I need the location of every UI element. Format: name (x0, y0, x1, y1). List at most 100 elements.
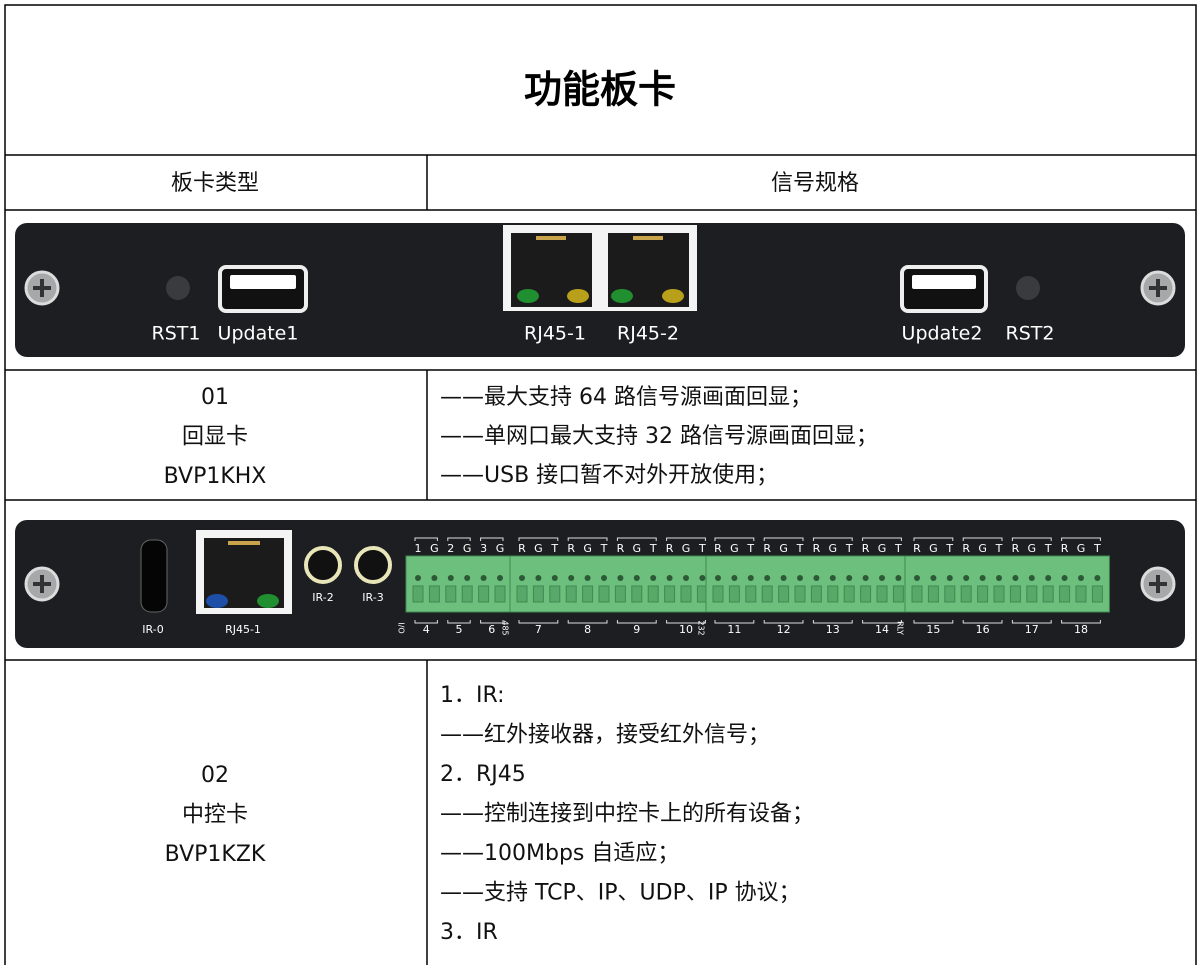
spec-line: ——100Mbps 自适应； (440, 841, 679, 866)
port-bracket (666, 537, 706, 541)
terminal-pin (1094, 575, 1101, 581)
terminal-slot (1009, 585, 1021, 603)
pin-label: T (796, 542, 804, 555)
terminal-pin (895, 575, 902, 581)
terminal-pin (829, 575, 836, 581)
pin-label: T (945, 542, 953, 555)
terminal-slot (565, 585, 577, 603)
terminal-slot (810, 585, 822, 603)
port-bracket (862, 620, 902, 624)
port-bracket (480, 620, 504, 624)
board-name-line: BVP1KZK (165, 842, 266, 867)
ir-jack (354, 546, 392, 584)
terminal-block (509, 555, 715, 613)
terminal-pin (617, 575, 624, 581)
usb-port (218, 265, 308, 313)
port-label: 12 (777, 623, 791, 636)
pin-label: R (714, 542, 722, 555)
terminal-slot (664, 585, 676, 603)
pin-label: R (813, 542, 821, 555)
port-label: 8 (584, 623, 591, 636)
pin-label: 2 (447, 542, 454, 555)
terminal-slot (977, 585, 989, 603)
port-bracket (1061, 620, 1101, 624)
port-label: 16 (976, 623, 990, 636)
port-bracket (763, 620, 804, 624)
panel-label: RJ45-1 (225, 623, 261, 636)
terminal-pin (568, 575, 575, 581)
title: 功能板卡 (524, 68, 676, 112)
port-bracket (1011, 620, 1052, 624)
terminal-slot (478, 585, 490, 603)
terminal-slot (778, 585, 790, 603)
terminal-pin (1045, 575, 1052, 581)
pin-label: G (430, 542, 439, 555)
terminal-slot (598, 585, 610, 603)
terminal-pin (480, 575, 487, 581)
port-bracket (616, 537, 657, 541)
terminal-block (405, 555, 513, 613)
terminal-slot (631, 585, 643, 603)
terminal-slot (614, 585, 626, 603)
pin-label: R (763, 542, 771, 555)
block-side-label: I/O (397, 622, 406, 633)
terminal-slot (843, 585, 855, 603)
terminal-pin (846, 575, 853, 581)
port-label: 14 (875, 623, 889, 636)
pin-label: R (913, 542, 921, 555)
port-bracket (1061, 537, 1101, 541)
pin-label: T (894, 542, 902, 555)
port-label: 4 (423, 623, 430, 636)
pin-label: G (1028, 542, 1037, 555)
terminal-pin (633, 575, 640, 581)
terminal-slot (1059, 585, 1071, 603)
pin-label: R (666, 542, 674, 555)
port-bracket (714, 537, 755, 541)
terminal-block (705, 555, 911, 613)
spec-line: 2．RJ45 (440, 762, 526, 787)
terminal-slot (461, 585, 473, 603)
terminal-pin (601, 575, 607, 581)
spec-line: ——红外接收器，接受红外信号； (440, 723, 770, 748)
terminal-slot (516, 585, 528, 603)
panel-label: RST1 (152, 323, 201, 345)
panel-label: RST2 (1006, 323, 1055, 345)
terminal-pin (551, 575, 558, 581)
terminal-pin (431, 575, 438, 581)
port-bracket (714, 620, 755, 624)
port-bracket (414, 620, 438, 624)
port-bracket (913, 620, 954, 624)
terminal-slot (860, 585, 872, 603)
pin-label: G (978, 542, 987, 555)
port-bracket (913, 537, 954, 541)
spec-line: ——最大支持 64 路信号源画面回显； (440, 385, 812, 410)
terminal-pin (464, 575, 471, 581)
terminal-pin (535, 575, 542, 581)
terminal-slot (549, 585, 561, 603)
terminal-slot (1042, 585, 1054, 603)
terminal-pin (813, 575, 820, 581)
pin-label: T (698, 542, 706, 555)
terminal-block (904, 555, 1110, 613)
terminal-slot (960, 585, 972, 603)
terminal-pin (879, 575, 885, 581)
pin-label: T (1093, 542, 1101, 555)
table-outline (4, 4, 1197, 969)
port-bracket (480, 537, 504, 541)
pin-label: R (617, 542, 625, 555)
port-bracket (567, 537, 608, 541)
terminal-slot (876, 585, 888, 603)
pin-label: 3 (480, 542, 487, 555)
terminal-slot (761, 585, 773, 603)
usb-port (900, 265, 988, 313)
terminal-slot (647, 585, 659, 603)
port-bracket (763, 537, 804, 541)
pin-label: 1 (415, 542, 422, 555)
spec-line: ——控制连接到中控卡上的所有设备； (440, 802, 814, 827)
pin-label: G (779, 542, 788, 555)
port-bracket (812, 620, 853, 624)
pin-label: R (518, 542, 526, 555)
terminal-pin (963, 575, 970, 581)
pin-label: R (1012, 542, 1020, 555)
